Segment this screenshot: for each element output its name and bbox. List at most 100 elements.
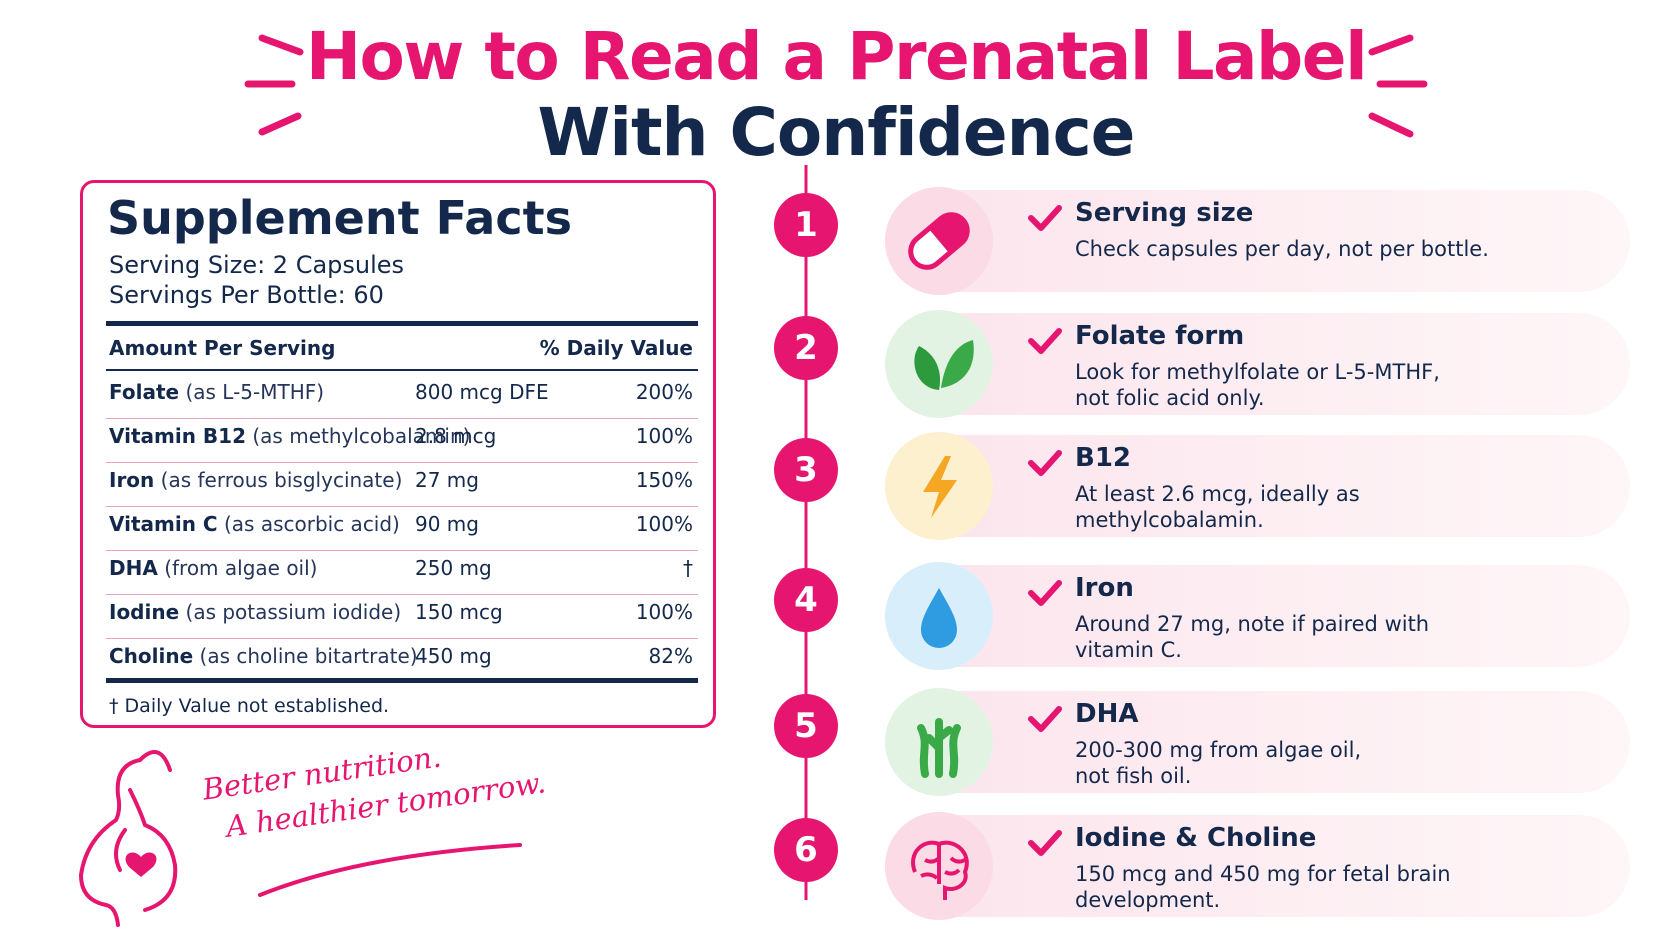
- step-text: Around 27 mg, note if paired with: [1075, 612, 1430, 636]
- step-title: Iodine & Choline: [1075, 823, 1317, 853]
- step-icon: [885, 688, 993, 796]
- step-text: not folic acid only.: [1075, 386, 1265, 410]
- check: [1028, 706, 1062, 732]
- step-title: Folate form: [1075, 321, 1245, 351]
- check: [1028, 205, 1062, 231]
- step-card: Iodine & Choline 150 mcg and 450 mg for f…: [885, 812, 1630, 920]
- step-card: DHA 200-300 mg from algae oil, not fish oi…: [885, 688, 1630, 796]
- step-number: 4: [774, 568, 838, 632]
- nutrient-detail: (from algae oil): [164, 556, 318, 580]
- icon: [923, 456, 957, 518]
- step-card: Iron Around 27 mg, note if paired with vit…: [885, 562, 1630, 670]
- nutrient-name: Vitamin B12: [109, 424, 247, 448]
- step-text: 200-300 mg from algae oil,: [1075, 738, 1362, 762]
- step-icon: [885, 187, 993, 295]
- icon: [908, 212, 970, 270]
- row-divider: [106, 462, 698, 463]
- amount: 27 mg: [415, 468, 479, 492]
- row-divider: [106, 550, 698, 551]
- row-divider: [106, 638, 698, 639]
- amount: 800 mcg DFE: [415, 380, 549, 404]
- check-mark: [1027, 449, 1063, 483]
- icon: [917, 718, 961, 778]
- step-title: Serving size: [1075, 198, 1254, 228]
- step-card: Serving size Check capsules per day, not …: [885, 187, 1630, 295]
- check-mark: [1027, 579, 1063, 613]
- check-mark: [1027, 327, 1063, 361]
- check-mark: [1027, 204, 1063, 238]
- step-text: not fish oil.: [1075, 764, 1192, 788]
- step-number: 5: [774, 694, 838, 758]
- serving-size: Serving Size: 2 Capsules: [109, 251, 405, 279]
- step-text: methylcobalamin.: [1075, 508, 1264, 532]
- daily-value: †: [683, 556, 693, 580]
- step-text: development.: [1075, 888, 1221, 912]
- nutrient-name: Folate: [109, 380, 180, 404]
- nutrient-name: Vitamin C: [109, 512, 218, 536]
- amount: 2.8 mcg: [415, 424, 497, 448]
- nutrient-detail: (as methylcobalamin): [252, 424, 471, 448]
- nutrient: Iodine (as potassium iodide): [109, 600, 401, 624]
- row-divider: [106, 594, 698, 595]
- nutrient-name: DHA: [109, 556, 158, 580]
- nutrient-detail: (as ascorbic acid): [223, 512, 400, 536]
- nutrient: Folate (as L-5-MTHF): [109, 380, 324, 404]
- daily-value: 200%: [635, 380, 693, 404]
- step-title: DHA: [1075, 699, 1139, 729]
- step-title: Iron: [1075, 573, 1134, 603]
- nutrient: Vitamin B12 (as methylcobalamin): [109, 424, 470, 448]
- nutrient: Vitamin C (as ascorbic acid): [109, 512, 400, 536]
- step-number: 1: [774, 193, 838, 257]
- amount: 90 mg: [415, 512, 479, 536]
- row-divider: [106, 418, 698, 419]
- servings-per-bottle: Servings Per Bottle: 60: [109, 281, 384, 309]
- nutrient-name: Choline: [109, 644, 194, 668]
- daily-value: 150%: [635, 468, 693, 492]
- nutrient-detail: (as potassium iodide): [185, 600, 402, 624]
- amount: 250 mg: [415, 556, 492, 580]
- icon: [914, 340, 974, 390]
- nutrient-detail: (as ferrous bisglycinate): [160, 468, 403, 492]
- rule: [106, 678, 698, 683]
- amount: 450 mg: [415, 644, 492, 668]
- step-icon: [885, 310, 993, 418]
- facts-panel: Supplement Facts Serving Size: 2 Capsule…: [80, 180, 716, 728]
- nutrient-name: Iron: [109, 468, 155, 492]
- check-mark: [1027, 829, 1063, 863]
- check: [1028, 580, 1062, 606]
- step-number: 3: [774, 438, 838, 502]
- column-header: Amount Per Serving: [109, 336, 336, 360]
- daily-value: 100%: [635, 512, 693, 536]
- step-title: B12: [1075, 443, 1131, 473]
- amount: 150 mcg: [415, 600, 503, 624]
- title: With Confidence: [537, 94, 1136, 171]
- row-divider: [106, 506, 698, 507]
- nutrient-name: Iodine: [109, 600, 180, 624]
- nutrient: Choline (as choline bitartrate): [109, 644, 418, 668]
- step-text: At least 2.6 mcg, ideally as: [1075, 482, 1360, 506]
- daily-value: 100%: [635, 600, 693, 624]
- step-text: 150 mcg and 450 mg for fetal brain: [1075, 862, 1451, 886]
- rule: [106, 369, 698, 371]
- nutrient-detail: (as L-5-MTHF): [185, 380, 325, 404]
- nutrient: Iron (as ferrous bisglycinate): [109, 468, 402, 492]
- check: [1028, 328, 1062, 354]
- footnote: † Daily Value not established.: [109, 695, 390, 717]
- step-card: Folate form Look for methylfolate or L-5-…: [885, 310, 1630, 418]
- step-text: Check capsules per day, not per bottle.: [1075, 237, 1489, 261]
- step-number: 6: [774, 818, 838, 882]
- daily-value: 82%: [648, 644, 693, 668]
- check: [1028, 450, 1062, 476]
- step-icon: [885, 432, 993, 540]
- rule: [106, 321, 698, 326]
- nutrient: DHA (from algae oil): [109, 556, 317, 580]
- check-mark: [1027, 705, 1063, 739]
- step-card: B12 At least 2.6 mcg, ideally as methylcob…: [885, 432, 1630, 540]
- daily-value: 100%: [635, 424, 693, 448]
- nutrient-detail: (as choline bitartrate): [199, 644, 418, 668]
- icon: [911, 840, 969, 900]
- step-number: 2: [774, 316, 838, 380]
- step-icon: [885, 812, 993, 920]
- column-header: % Daily Value: [539, 336, 693, 360]
